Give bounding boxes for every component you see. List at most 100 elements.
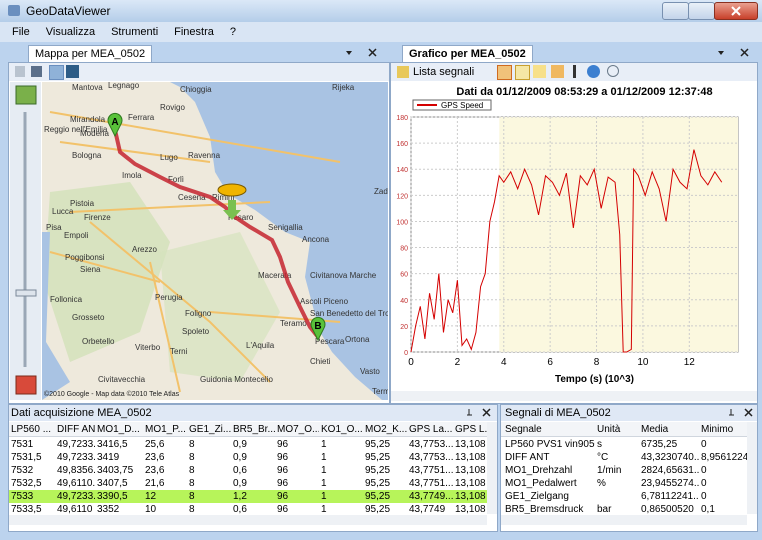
table-cell: 0	[701, 490, 747, 503]
y-tick-label: 180	[396, 115, 408, 122]
table-cell: 0,1	[701, 503, 747, 514]
table-cell: 0	[701, 477, 747, 490]
map-label: Firenze	[84, 213, 111, 222]
column-header[interactable]: KO1_O...	[321, 423, 363, 436]
table-cell: 13,108	[455, 451, 487, 464]
menu-item[interactable]: File	[12, 26, 30, 38]
table-cell: 3407,5	[97, 477, 143, 490]
toolbar-icon[interactable]	[397, 66, 409, 78]
column-header[interactable]: MO1_P...	[145, 423, 187, 436]
menu-item[interactable]: Visualizza	[46, 26, 95, 38]
marker-label: B	[314, 321, 321, 332]
toolbar-icon[interactable]	[49, 65, 64, 80]
map-label: Pistoia	[70, 199, 95, 208]
marker-label: A	[111, 117, 118, 128]
y-tick-label: 40	[400, 298, 408, 305]
scrollbar[interactable]	[391, 391, 757, 401]
h-scrollbar[interactable]	[9, 515, 487, 525]
column-header[interactable]: GE1_Zi...	[189, 423, 231, 436]
table-cell: 3403,75	[97, 464, 143, 477]
menu-item[interactable]: Finestra	[174, 26, 214, 38]
signal-list-button[interactable]: Lista segnali	[413, 66, 474, 78]
column-header[interactable]: GPS La...	[409, 423, 453, 436]
chart-tab[interactable]: Grafico per MEA_0502	[402, 45, 533, 62]
toolbar-icon[interactable]	[497, 65, 512, 80]
menu-item[interactable]: Strumenti	[111, 26, 158, 38]
info-icon[interactable]	[587, 65, 600, 78]
minimize-button[interactable]	[662, 2, 689, 20]
column-header[interactable]: Unità	[597, 423, 639, 436]
table-cell: 8,9561224	[701, 451, 747, 464]
x-tick-label: 0	[408, 357, 414, 368]
table-cell: 3416,5	[97, 438, 143, 451]
table-cell: GE1_Zielgang	[505, 490, 595, 503]
table-cell: 1	[321, 503, 363, 514]
map-label: Pisa	[46, 223, 62, 232]
signals-panel-title: Segnali di MEA_0502	[505, 407, 611, 419]
table-cell: 13,108	[455, 503, 487, 514]
zoom-icon[interactable]	[607, 65, 619, 77]
column-header[interactable]: Media	[641, 423, 699, 436]
table-cell: 49,6110...	[57, 477, 95, 490]
toolbar-icon[interactable]	[533, 65, 546, 78]
map-label: Modena	[80, 129, 109, 138]
table-cell: 96	[277, 464, 319, 477]
toolbar-icon[interactable]	[551, 65, 564, 78]
map-label: Zada	[374, 187, 388, 196]
y-tick-label: 160	[396, 141, 408, 148]
table-cell: 0,9	[233, 451, 275, 464]
table-cell: %	[597, 477, 639, 490]
table-cell: 1	[321, 477, 363, 490]
v-scrollbar[interactable]	[487, 422, 497, 514]
title-bar: GeoDataViewer	[0, 0, 762, 22]
table-cell: 7533,5	[11, 503, 55, 514]
legend-label: GPS Speed	[441, 101, 483, 110]
x-tick-label: 8	[594, 357, 600, 368]
map-tab[interactable]: Mappa per MEA_0502	[28, 45, 152, 62]
toolbar-icon[interactable]	[515, 65, 530, 80]
maximize-button[interactable]	[688, 2, 715, 20]
save-icon[interactable]	[31, 66, 42, 77]
zoom-knob[interactable]	[16, 290, 36, 296]
zoom-in[interactable]	[16, 86, 36, 104]
table-cell: 21,6	[145, 477, 187, 490]
column-header[interactable]: LP560 ...	[11, 423, 55, 436]
table-cell: 96	[277, 503, 319, 514]
data-panel-header: Dati acquisizione MEA_0502	[9, 405, 497, 421]
map-label: Ancona	[302, 235, 330, 244]
window-title: GeoDataViewer	[26, 4, 111, 18]
table-cell: 8	[189, 490, 231, 503]
table-cell: 96	[277, 451, 319, 464]
close-button[interactable]	[714, 2, 758, 20]
map-label: Ravenna	[188, 151, 221, 160]
toolbar-icon[interactable]	[15, 66, 25, 77]
column-header[interactable]: MO7_O...	[277, 423, 319, 436]
panel-controls	[340, 46, 386, 60]
y-tick-label: 20	[400, 324, 408, 331]
map-label: Legnago	[108, 82, 140, 90]
v-scrollbar[interactable]	[747, 422, 757, 514]
table-cell: 0,9	[233, 477, 275, 490]
table-cell: 0	[701, 438, 747, 451]
column-header[interactable]: BR5_Br...	[233, 423, 275, 436]
zoom-out[interactable]	[16, 376, 36, 394]
column-header[interactable]: MO1_D...	[97, 423, 143, 436]
data-panel-title: Dati acquisizione MEA_0502	[11, 407, 152, 419]
map-label: Mirandola	[70, 115, 106, 124]
toolbar-icon[interactable]	[66, 65, 79, 78]
map-label: Rijeka	[332, 83, 355, 92]
column-header[interactable]: GPS L...	[455, 423, 487, 436]
table-cell: 25,6	[145, 438, 187, 451]
x-tick-label: 12	[684, 357, 696, 368]
map-panel: MantovaLegnagoChioggiaRovigoRijekaMirand…	[8, 62, 390, 404]
table-cell: 7532	[11, 464, 55, 477]
table-cell: 8	[189, 503, 231, 514]
column-header[interactable]: DIFF ANT	[57, 423, 95, 436]
h-scrollbar[interactable]	[501, 515, 747, 525]
column-header[interactable]: Minimo	[701, 423, 747, 436]
column-header[interactable]: MO2_K...	[365, 423, 407, 436]
menu-item[interactable]: ?	[230, 26, 236, 38]
column-header[interactable]: Segnale	[505, 423, 595, 436]
cursor-icon[interactable]	[573, 65, 576, 78]
